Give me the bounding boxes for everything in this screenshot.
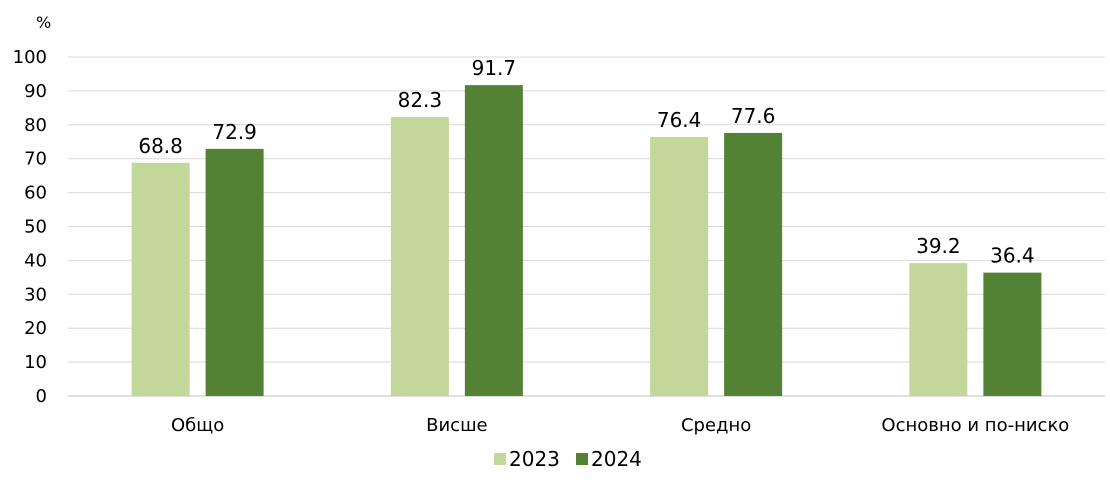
bar-2024-3 bbox=[983, 272, 1042, 396]
y-tick-label: 70 bbox=[24, 149, 47, 170]
data-label: 72.9 bbox=[212, 120, 257, 144]
bar-2024-1 bbox=[464, 85, 523, 397]
y-tick-label: 30 bbox=[24, 284, 47, 305]
data-label: 68.8 bbox=[138, 134, 183, 158]
y-axis-unit-label: % bbox=[36, 13, 51, 32]
bar-2023-3 bbox=[909, 263, 968, 396]
bar-2023-0 bbox=[131, 162, 190, 396]
y-tick-label: 50 bbox=[24, 217, 47, 238]
category-label: Висше bbox=[426, 415, 488, 436]
y-axis-tick-labels: 0 10 20 30 40 50 60 70 80 90 100 bbox=[13, 47, 47, 407]
data-label: 76.4 bbox=[657, 108, 702, 132]
legend-swatch bbox=[494, 453, 506, 465]
bar-2023-1 bbox=[390, 117, 449, 397]
data-label: 82.3 bbox=[398, 88, 443, 112]
data-label: 39.2 bbox=[916, 234, 961, 258]
category-label: Основно и по-ниско bbox=[881, 415, 1069, 436]
y-tick-label: 20 bbox=[24, 318, 47, 339]
category-labels: Общо Висше Средно Основно и по-ниско bbox=[171, 415, 1069, 436]
data-label: 91.7 bbox=[472, 56, 517, 80]
category-label: Средно bbox=[681, 415, 751, 436]
legend-label: 2023 bbox=[509, 447, 560, 471]
legend-label: 2024 bbox=[591, 447, 642, 471]
y-tick-label: 10 bbox=[24, 352, 47, 373]
y-tick-label: 0 bbox=[36, 386, 47, 407]
y-tick-label: 90 bbox=[24, 81, 47, 102]
category-label: Общо bbox=[171, 415, 224, 436]
bar-2024-0 bbox=[205, 148, 264, 396]
y-tick-label: 100 bbox=[13, 47, 47, 68]
bars bbox=[131, 85, 1042, 397]
y-tick-label: 80 bbox=[24, 115, 47, 136]
bar-2023-2 bbox=[650, 137, 709, 396]
data-label: 77.6 bbox=[731, 104, 776, 128]
legend-swatch bbox=[576, 453, 588, 465]
legend: 2023 2024 bbox=[494, 447, 642, 471]
y-tick-label: 60 bbox=[24, 183, 47, 204]
y-tick-label: 40 bbox=[24, 250, 47, 271]
bar-2024-2 bbox=[724, 132, 783, 396]
data-label: 36.4 bbox=[990, 244, 1035, 268]
data-labels: 68.8 72.9 82.3 91.7 76.4 77.6 39.2 36.4 bbox=[138, 56, 1034, 267]
